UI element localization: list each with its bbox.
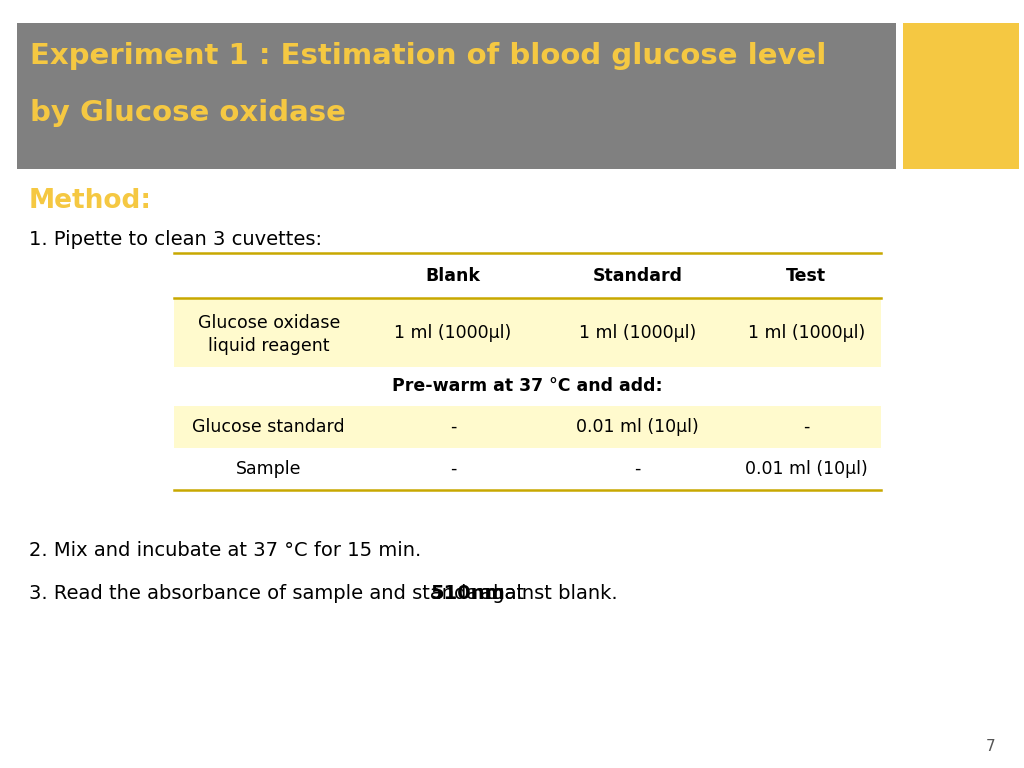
Text: 0.01 ml (10μl): 0.01 ml (10μl) <box>577 418 698 435</box>
Text: 2. Mix and incubate at 37 °C for 15 min.: 2. Mix and incubate at 37 °C for 15 min. <box>29 541 421 561</box>
Text: 1 ml (1000μl): 1 ml (1000μl) <box>579 323 696 342</box>
FancyBboxPatch shape <box>174 406 881 448</box>
Text: -: - <box>803 418 810 435</box>
Text: Standard: Standard <box>593 266 682 285</box>
Text: 1 ml (1000μl): 1 ml (1000μl) <box>394 323 512 342</box>
Text: liquid reagent: liquid reagent <box>208 337 330 356</box>
Text: -: - <box>450 460 457 478</box>
Text: Blank: Blank <box>426 266 480 285</box>
Text: Experiment 1 : Estimation of blood glucose level: Experiment 1 : Estimation of blood gluco… <box>30 42 826 70</box>
Text: Glucose oxidase: Glucose oxidase <box>198 313 340 332</box>
Text: -: - <box>634 460 641 478</box>
Text: Glucose standard: Glucose standard <box>193 418 345 435</box>
FancyBboxPatch shape <box>174 298 881 367</box>
Text: 510nm: 510nm <box>430 584 505 603</box>
Text: -: - <box>450 418 457 435</box>
FancyBboxPatch shape <box>903 23 1019 169</box>
Text: Pre-warm at 37 °C and add:: Pre-warm at 37 °C and add: <box>392 377 663 396</box>
Text: 3. Read the absorbance of sample and standard at: 3. Read the absorbance of sample and sta… <box>29 584 530 603</box>
Text: 1. Pipette to clean 3 cuvettes:: 1. Pipette to clean 3 cuvettes: <box>29 230 322 250</box>
Text: Method:: Method: <box>29 188 152 214</box>
FancyBboxPatch shape <box>17 23 896 169</box>
Text: Test: Test <box>786 266 826 285</box>
Text: against blank.: against blank. <box>473 584 617 603</box>
Text: Sample: Sample <box>237 460 301 478</box>
Text: 7: 7 <box>986 739 995 754</box>
Text: 1 ml (1000μl): 1 ml (1000μl) <box>748 323 865 342</box>
Text: 0.01 ml (10μl): 0.01 ml (10μl) <box>745 460 867 478</box>
Text: by Glucose oxidase: by Glucose oxidase <box>30 99 345 127</box>
